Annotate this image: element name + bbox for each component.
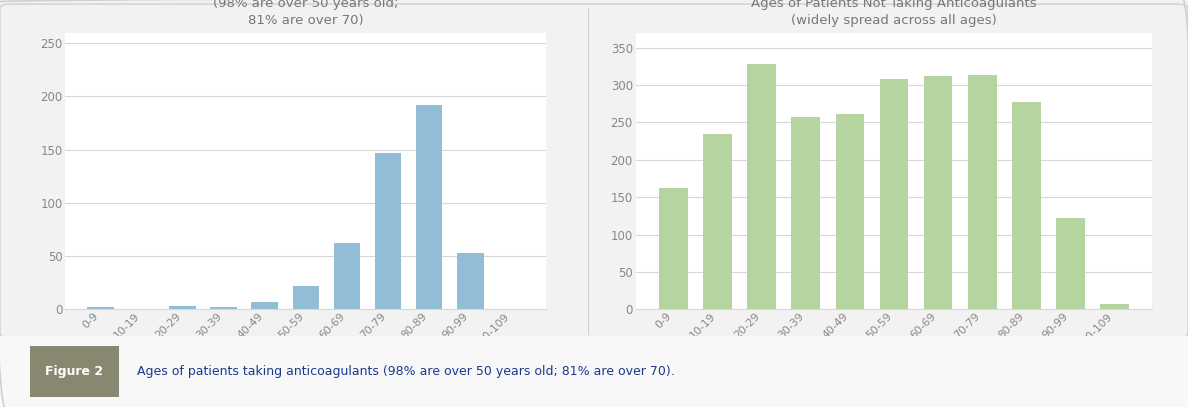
Bar bbox=[1100, 304, 1129, 309]
Bar bbox=[835, 114, 864, 309]
Bar bbox=[292, 286, 320, 309]
Bar bbox=[170, 306, 196, 309]
Bar bbox=[334, 243, 360, 309]
Bar bbox=[457, 253, 484, 309]
Text: Ages of patients taking anticoagulants (98% are over 50 years old; 81% are over : Ages of patients taking anticoagulants (… bbox=[137, 365, 675, 378]
Bar bbox=[210, 307, 238, 309]
Bar bbox=[968, 75, 997, 309]
Title: Ages of Patients Taking Anticoagulants
(98% are over 50 years old;
81% are over : Ages of Patients Taking Anticoagulants (… bbox=[177, 0, 435, 27]
Bar bbox=[747, 64, 776, 309]
Bar bbox=[252, 302, 278, 309]
Text: Figure 2: Figure 2 bbox=[45, 365, 103, 378]
Bar bbox=[374, 153, 402, 309]
Bar bbox=[791, 117, 820, 309]
Bar bbox=[879, 79, 909, 309]
Bar bbox=[924, 76, 953, 309]
Bar bbox=[1012, 102, 1041, 309]
Bar bbox=[703, 133, 732, 309]
Bar bbox=[659, 188, 688, 309]
Title: Ages of Patients Not Taking Anticoagulants
(widely spread across all ages): Ages of Patients Not Taking Anticoagulan… bbox=[751, 0, 1037, 27]
Bar bbox=[416, 105, 442, 309]
Bar bbox=[1056, 218, 1085, 309]
Bar bbox=[87, 307, 114, 309]
